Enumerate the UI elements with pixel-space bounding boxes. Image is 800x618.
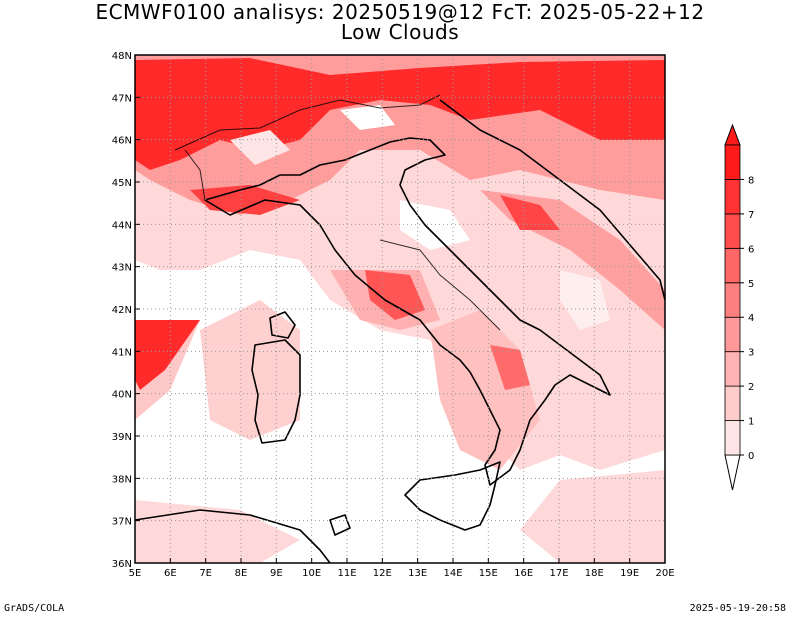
lat-tick-label: 48N (112, 51, 132, 62)
colorbar-segment (724, 144, 741, 180)
lat-tick-label: 40N (112, 390, 132, 401)
colorbar-min-arrow (724, 454, 741, 491)
colorbar-segment (724, 213, 741, 249)
map-title: ECMWF0100 analisys: 20250519@12 FcT: 202… (95, 0, 705, 24)
lon-tick-label: 5E (129, 568, 142, 579)
colorbar-label: 5 (748, 279, 754, 290)
map-subtitle: Low Clouds (340, 20, 460, 44)
colorbar: 0 1 2 3 4 5 6 7 8 (724, 123, 754, 491)
lat-tick-label: 47N (112, 93, 132, 104)
lon-tick-label: 20E (655, 568, 674, 579)
colorbar-label: 8 (748, 175, 754, 186)
lon-tick-label: 15E (479, 568, 498, 579)
lat-tick-label: 45N (112, 178, 132, 189)
footer-credit: GrADS/COLA (4, 603, 65, 614)
lat-tick-label: 37N (112, 517, 132, 528)
colorbar-segment (724, 247, 741, 284)
colorbar-label: 6 (748, 244, 754, 255)
lon-tick-label: 14E (443, 568, 462, 579)
lon-tick-label: 7E (199, 568, 212, 579)
lat-tick-label: 41N (112, 347, 132, 358)
lon-tick-label: 10E (302, 568, 321, 579)
lon-tick-label: 12E (373, 568, 392, 579)
colorbar-segment (724, 282, 741, 318)
colorbar-segment (724, 385, 741, 421)
colorbar-label: 7 (748, 210, 754, 221)
colorbar-label: 1 (748, 417, 754, 428)
colorbar-segment (724, 420, 741, 456)
borders (174, 94, 501, 331)
lat-tick-label: 43N (112, 263, 132, 274)
lon-tick-label: 13E (408, 568, 427, 579)
colorbar-label: 2 (748, 382, 754, 393)
colorbar-max-arrow (724, 123, 741, 146)
lon-tick-label: 18E (585, 568, 604, 579)
lat-tick-label: 38N (112, 474, 132, 485)
lon-tick-label: 17E (549, 568, 568, 579)
colorbar-label: 0 (748, 451, 754, 462)
lat-tick-label: 36N (112, 559, 132, 570)
colorbar-segment (724, 316, 741, 353)
colorbar-segment (724, 179, 741, 215)
colorbar-label: 4 (748, 313, 754, 324)
lat-tick-label: 46N (112, 136, 132, 147)
longitude-axis: 5E 6E 7E 8E 9E 10E 11E 12E 13E 14E 15E 16E 17E 18E 19E… (129, 558, 675, 579)
lon-tick-label: 19E (620, 568, 639, 579)
lon-tick-label: 11E (337, 568, 356, 579)
lat-tick-label: 44N (112, 220, 132, 231)
colorbar-segment (724, 351, 741, 387)
lon-tick-label: 16E (514, 568, 533, 579)
lon-tick-label: 6E (164, 568, 177, 579)
grid-lines (135, 55, 665, 563)
lon-tick-label: 9E (270, 568, 283, 579)
colorbar-label: 3 (748, 348, 754, 359)
latitude-axis: 48N 47N 46N 45N 44N 43N 42N 41N 40N 39N 38N 37N 36N (112, 51, 140, 570)
lon-tick-label: 8E (235, 568, 248, 579)
lat-tick-label: 39N (112, 432, 132, 443)
lat-tick-label: 42N (112, 305, 132, 316)
footer-timestamp: 2025-05-19-20:58 (689, 603, 786, 614)
